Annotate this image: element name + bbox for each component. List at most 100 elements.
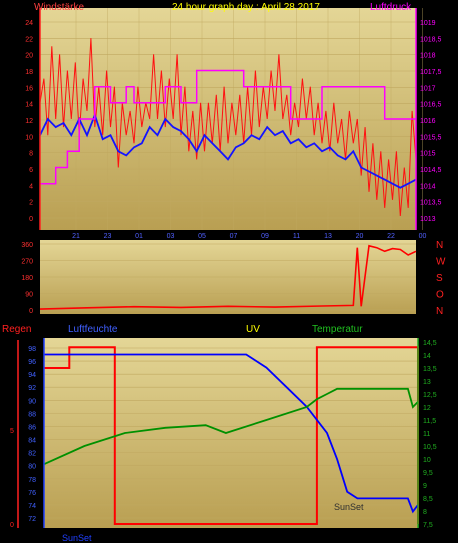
right-tick: 1017,5	[420, 69, 442, 76]
header-left: Windstärke	[34, 2, 84, 13]
right-tick: 1016	[420, 118, 436, 125]
left-tick: 2	[29, 200, 33, 207]
x-tick: 01	[135, 233, 143, 240]
left-tick: 16	[25, 85, 33, 92]
regen-tick: 0	[10, 522, 14, 529]
hum-tick: 72	[28, 516, 36, 523]
hum-tick: 92	[28, 385, 36, 392]
x-tick: 21	[72, 233, 80, 240]
right-tick: 1014	[420, 183, 436, 190]
dir-tick: 360	[21, 242, 33, 249]
x-tick: 23	[104, 233, 112, 240]
left-tick: 4	[29, 183, 33, 190]
left-tick: 18	[25, 69, 33, 76]
climate-series	[43, 346, 419, 525]
hum-tick: 84	[28, 438, 36, 445]
x-tick: 11	[293, 233, 300, 240]
dir-tick: 0	[29, 308, 33, 315]
humidity-line	[44, 353, 419, 514]
temp-tick: 13	[423, 379, 431, 386]
x-tick: 00	[419, 233, 427, 240]
temp-tick: 11,5	[423, 418, 436, 425]
hum-tick: 94	[28, 372, 36, 379]
compass-label: O	[436, 290, 444, 301]
wind-series	[39, 38, 417, 217]
compass-label: N	[436, 240, 443, 251]
hum-tick: 96	[28, 359, 36, 366]
label-luftfeuchte: Luftfeuchte	[68, 324, 118, 335]
hum-tick: 98	[28, 346, 36, 353]
x-tick: 13	[324, 233, 332, 240]
x-tick: 20	[356, 233, 364, 240]
climate-panel	[44, 338, 418, 528]
x-tick: 03	[167, 233, 175, 240]
temp-tick: 14,5	[423, 340, 437, 347]
right-tick: 1016,5	[420, 102, 442, 109]
x-tick: 05	[198, 233, 206, 240]
right-tick: 1018	[420, 53, 436, 60]
temp-tick: 8,5	[423, 496, 433, 503]
hum-tick: 80	[28, 464, 36, 471]
regen-tick: 5	[10, 428, 14, 435]
gust-line	[39, 112, 417, 189]
right-tick: 1019	[420, 20, 436, 27]
climate-grid	[44, 347, 418, 519]
hum-tick: 76	[28, 490, 36, 497]
dir-tick: 90	[25, 292, 33, 299]
x-tick: 22	[387, 233, 395, 240]
compass-label: N	[436, 306, 443, 317]
pressure-line	[40, 69, 416, 185]
left-tick: 22	[25, 36, 33, 43]
hum-tick: 74	[28, 503, 36, 510]
right-tick: 1017	[420, 85, 436, 92]
right-tick: 1015,5	[420, 134, 442, 141]
dir-tick: 180	[21, 275, 33, 282]
left-tick: 14	[25, 102, 33, 109]
right-tick: 1015	[420, 151, 436, 158]
x-tick: 09	[261, 233, 269, 240]
left-tick: 10	[25, 134, 33, 141]
left-tick: 12	[25, 118, 33, 125]
temp-tick: 10	[423, 457, 431, 464]
hum-tick: 86	[28, 424, 36, 431]
sunset-label: SunSet	[334, 502, 364, 512]
right-tick: 1013,5	[420, 200, 442, 207]
temp-tick: 11	[423, 431, 430, 438]
label-regen: Regen	[2, 324, 31, 335]
header-right: Luftdruck	[370, 2, 412, 13]
temp-tick: 12	[423, 405, 431, 412]
tick-labels: 24222018161412108642010191018,510181017,…	[10, 8, 446, 529]
compass-label: S	[436, 273, 443, 284]
hum-tick: 90	[28, 398, 36, 405]
temp-tick: 9	[423, 483, 427, 490]
right-tick: 1014,5	[420, 167, 442, 174]
left-tick: 0	[29, 216, 33, 223]
direction-series	[39, 244, 417, 310]
temp-tick: 13,5	[423, 366, 437, 373]
sunset-bottom-label: SunSet	[62, 533, 92, 543]
hum-tick: 78	[28, 477, 36, 484]
temp-tick: 10,5	[423, 444, 437, 451]
temp-tick: 14	[423, 353, 431, 360]
compass-label: W	[436, 257, 446, 268]
right-tick: 1013	[420, 216, 436, 223]
x-tick: 07	[230, 233, 238, 240]
left-tick: 8	[29, 151, 33, 158]
label-temperatur: Temperatur	[312, 324, 363, 335]
right-tick: 1018,5	[420, 36, 442, 43]
temp-tick: 7,5	[423, 522, 433, 529]
dir-tick: 270	[21, 259, 33, 266]
hum-tick: 82	[28, 451, 36, 458]
left-tick: 24	[25, 20, 33, 27]
hum-tick: 88	[28, 411, 36, 418]
wind-line	[39, 38, 417, 217]
regen-line	[44, 346, 419, 525]
winddir-line	[39, 244, 417, 310]
label-uv: UV	[246, 324, 260, 335]
temp-tick: 9,5	[423, 470, 433, 477]
temp-line	[43, 387, 419, 466]
wind-pressure-panel	[40, 8, 416, 230]
left-tick: 20	[25, 53, 33, 60]
